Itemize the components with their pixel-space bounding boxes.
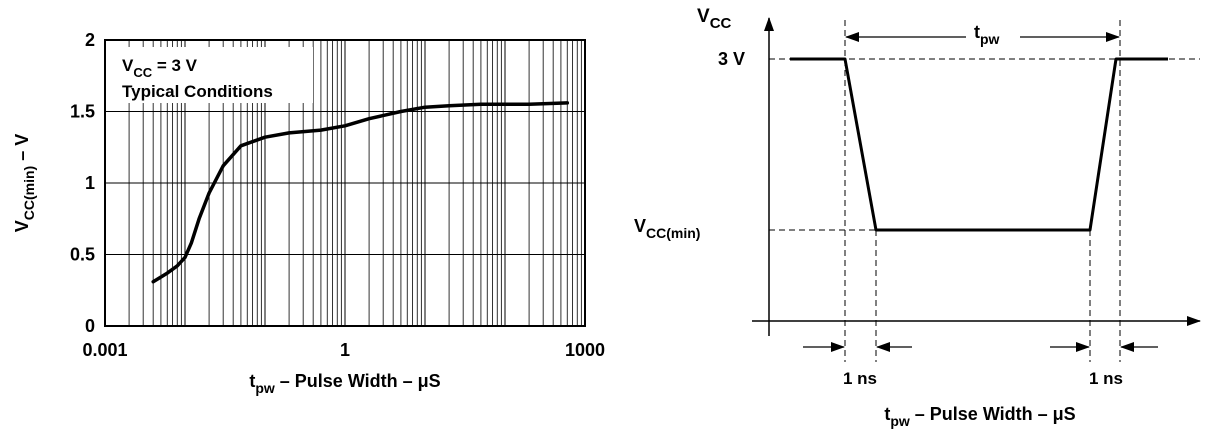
annotation-line-1: VCC = 3 V (122, 56, 198, 80)
x-axis-label-t: t (249, 371, 255, 391)
annotation-v-subscript: CC (133, 65, 152, 80)
y-tick-label: 1 (85, 173, 95, 193)
x-tick-label: 0.001 (82, 340, 127, 360)
annotation-v-rest: = 3 V (152, 56, 198, 75)
timing-x-axis-label-subscript: pw (890, 413, 910, 429)
y-tick-label: 1.5 (70, 102, 95, 122)
annotation-box (113, 47, 313, 103)
y-axis-label-rest: – V (12, 134, 32, 166)
y-tick-label: 0.5 (70, 245, 95, 265)
edge-label-left: 1 ns (843, 369, 877, 388)
x-axis-label-rest: – Pulse Width – μS (275, 371, 441, 391)
y-tick-labels: 0 0.5 1 1.5 2 (70, 30, 95, 336)
timing-x-axis-label-rest: – Pulse Width – μS (910, 404, 1076, 424)
timing-diagram: tpw 1 ns 1 ns VCC 3 V VCC(min) tpw – Pul… (634, 6, 1201, 429)
plot-area-frame (104, 39, 586, 327)
level-low-subscript: CC(min) (646, 225, 700, 241)
y-axis-label-subscript: CC(min) (21, 166, 37, 220)
x-tick-label: 1000 (565, 340, 605, 360)
x-axis-label-subscript: pw (255, 380, 275, 396)
vcc-axis-label-v: V (697, 6, 710, 27)
edge-label-right: 1 ns (1089, 369, 1123, 388)
y-tick-label: 0 (85, 316, 95, 336)
vcc-waveform (790, 57, 1168, 232)
x-tick-labels: 0.001 1 1000 (82, 340, 605, 360)
x-tick-label: 1 (340, 340, 350, 360)
level-low-v: V (634, 216, 646, 236)
pulse-width-chart: 00.511.52 0.001 1 1000 VCC = 3 V Typical C… (12, 30, 605, 396)
series-line (151, 101, 570, 284)
vcc-axis-label: VCC (697, 6, 732, 32)
x-axis-label: tpw – Pulse Width – μS (249, 371, 440, 396)
timing-x-axis-label-t: t (884, 404, 890, 424)
y-axis-label: VCC(min) – V (12, 134, 37, 232)
y-axis-label-v: V (12, 220, 32, 232)
level-high-label: 3 V (718, 49, 745, 69)
pulse-width-subscript: pw (980, 31, 1000, 47)
pulse-width-label: tpw (974, 22, 1000, 47)
pulse-width-t: t (974, 22, 980, 42)
level-low-label: VCC(min) (634, 216, 700, 241)
vcc-axis-label-subscript: CC (710, 15, 732, 32)
annotation-line-2: Typical Conditions (122, 82, 273, 101)
annotation-v: V (122, 56, 134, 75)
y-tick-label: 2 (85, 30, 95, 50)
timing-x-axis-label: tpw – Pulse Width – μS (884, 404, 1075, 429)
